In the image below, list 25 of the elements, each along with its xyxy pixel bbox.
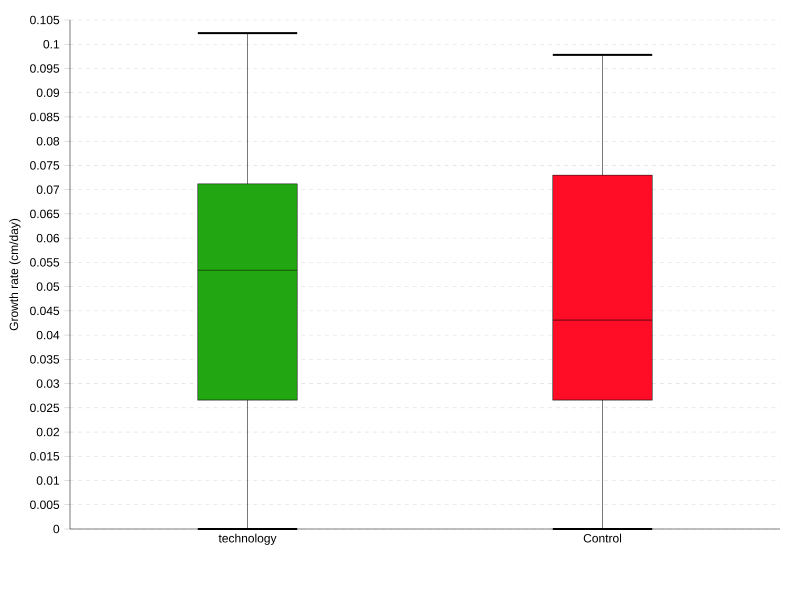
y-tick-label: 0.01: [36, 476, 60, 485]
y-tick-label: 0.105: [30, 16, 60, 24]
x-tick-label: technology: [218, 534, 276, 545]
y-tick-label: 0.085: [30, 112, 60, 122]
y-tick-label: 0.045: [30, 306, 60, 316]
y-tick-label: 0: [53, 524, 60, 534]
y-tick-label: 0.07: [36, 185, 60, 194]
y-tick-label: 0.05: [36, 282, 60, 291]
x-tick-label: Control: [584, 534, 622, 543]
y-axis-title: Growth rate (cm/day): [9, 218, 20, 330]
y-tick-label: 0.065: [30, 210, 60, 218]
y-tick-label: 0.025: [30, 404, 60, 412]
y-tick-label: 0.015: [30, 452, 60, 461]
y-tick-label: 0.09: [36, 88, 60, 97]
y-tick-label: 0.005: [30, 500, 60, 510]
y-tick-label: 0.03: [36, 379, 60, 388]
y-tick-label: 0.075: [30, 161, 60, 170]
y-tick-label: 0.06: [36, 234, 60, 242]
y-tick-label: 0.1: [43, 40, 60, 48]
y-tick-label: 0.055: [30, 258, 60, 267]
y-tick-label: 0.035: [30, 355, 60, 364]
y-tick-label: 0.02: [36, 428, 60, 436]
y-tick-label: 0.04: [36, 330, 60, 340]
y-tick-label: 0.08: [36, 136, 60, 146]
y-tick-label: 0.095: [30, 64, 60, 73]
